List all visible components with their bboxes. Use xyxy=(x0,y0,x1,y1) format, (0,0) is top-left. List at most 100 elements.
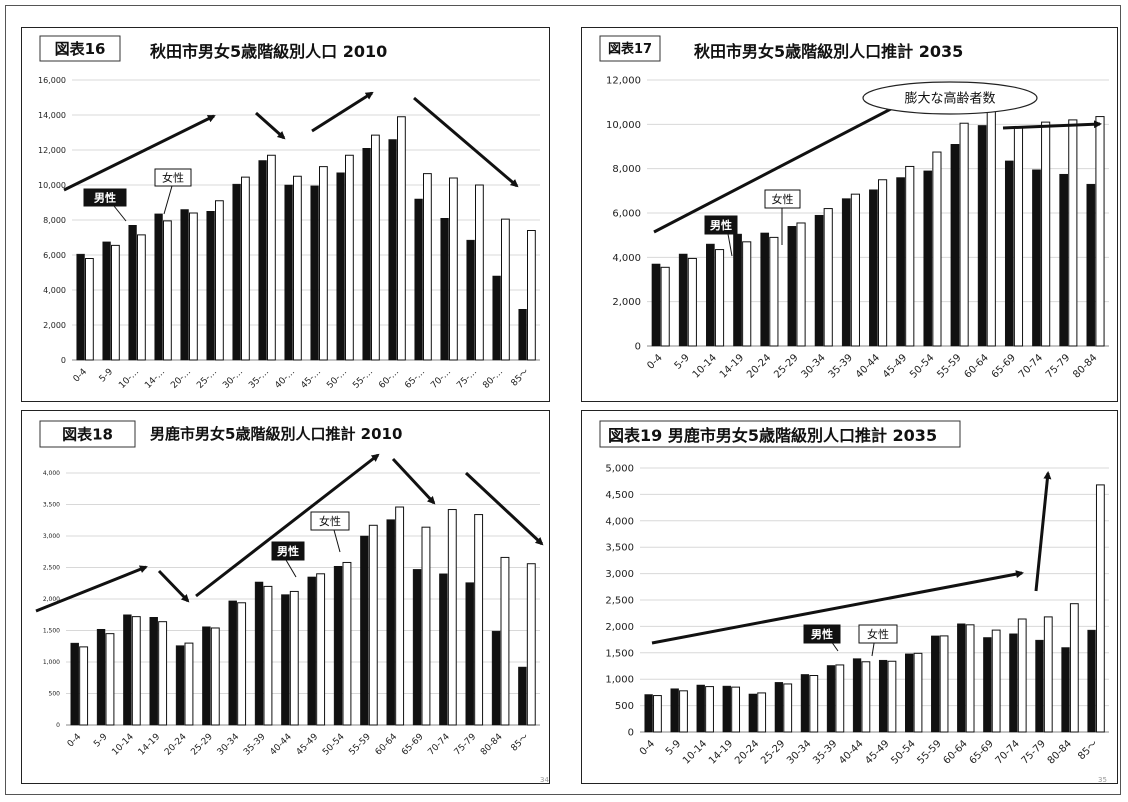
bar-male xyxy=(905,653,914,733)
x-tick-label: 75-79 xyxy=(1044,352,1072,380)
bar-male xyxy=(149,617,158,726)
bar-male xyxy=(310,185,319,361)
bar-male xyxy=(465,582,474,726)
figure-label-box xyxy=(599,420,961,448)
x-tick-label: 40-44 xyxy=(854,352,882,380)
bar-female xyxy=(184,642,194,726)
bar-male xyxy=(651,263,661,347)
x-tick-label: 50-54 xyxy=(889,738,917,766)
bar-female xyxy=(687,257,697,347)
bar-female xyxy=(85,258,94,361)
y-tick-label: 0 xyxy=(61,356,66,365)
bar-male xyxy=(923,170,933,347)
bar-male xyxy=(440,218,449,361)
x-tick-label: 65-69 xyxy=(400,732,426,758)
bar-male xyxy=(814,214,824,347)
bar-female xyxy=(289,590,299,726)
y-tick-label: 1,500 xyxy=(43,628,60,635)
bar-female xyxy=(421,526,431,726)
figure-label-box xyxy=(599,35,661,62)
bar-female xyxy=(742,241,752,347)
y-tick-label: 2,500 xyxy=(605,596,634,607)
bar-male xyxy=(202,626,211,726)
y-tick-label: 1,500 xyxy=(605,648,634,659)
bar-female xyxy=(986,100,996,347)
x-tick-label: 40-44 xyxy=(837,738,865,766)
bar-male xyxy=(983,637,992,733)
bar-female xyxy=(263,585,273,726)
x-tick-label: 60-64 xyxy=(941,738,969,766)
bar-female xyxy=(319,166,328,361)
bar-female xyxy=(215,200,224,361)
legend-female-label: 女性 xyxy=(867,627,889,641)
x-tick-label: 50-54 xyxy=(321,732,347,758)
trend-arrow xyxy=(63,114,216,192)
bar-female xyxy=(1068,119,1078,347)
bar-female xyxy=(79,646,89,726)
x-tick-label: 75-79 xyxy=(1020,738,1048,766)
x-tick-label: 20-24 xyxy=(733,738,761,766)
x-tick-label: 14-… xyxy=(143,367,167,391)
bar-male xyxy=(70,642,79,726)
legend-female-box xyxy=(764,189,801,209)
legend-female-box xyxy=(310,511,350,531)
annotation-text: 膨大な高齢者数 xyxy=(904,91,995,107)
bar-male xyxy=(175,645,185,726)
callout-leader xyxy=(333,529,341,553)
x-tick-label: 65-69 xyxy=(990,352,1018,380)
bar-female xyxy=(342,561,352,726)
y-tick-label: 3,000 xyxy=(605,569,634,580)
x-tick-label: 80-84 xyxy=(1071,352,1099,380)
trend-arrow xyxy=(653,96,914,234)
x-tick-label: 0-4 xyxy=(645,352,664,371)
chart-svg-1: 図表16 秋田市男女5歳階級別人口 2010 0 2,000 4,000 6,000 8,0… xyxy=(38,35,540,391)
x-tick-label: 40-… xyxy=(273,367,297,391)
x-tick-label: 20-… xyxy=(169,367,193,391)
bar-male xyxy=(154,213,163,361)
y-tick-label: 3,500 xyxy=(605,543,634,554)
bar-male xyxy=(706,243,715,347)
bar-male xyxy=(950,144,960,347)
x-tick-label: 25-… xyxy=(195,367,219,391)
x-tick-label: 35-39 xyxy=(811,738,839,766)
figure-label: 図表16 xyxy=(55,40,106,58)
y-tick-label: 0 xyxy=(628,728,634,739)
x-tick-label: 85～ xyxy=(509,732,531,754)
bar-male xyxy=(414,198,423,361)
trend-arrow xyxy=(464,471,544,546)
bar-male xyxy=(1035,639,1044,733)
y-tick-label: 3,000 xyxy=(43,533,60,540)
y-tick-label: 12,000 xyxy=(38,146,66,155)
x-tick-label: 20-24 xyxy=(745,352,773,380)
bar-female xyxy=(757,692,767,733)
legend-male-box xyxy=(803,624,841,644)
bar-female xyxy=(105,633,115,726)
x-tick-label: 35-… xyxy=(247,367,271,391)
x-tick-label: 20-24 xyxy=(163,732,189,758)
bar-male xyxy=(388,139,397,361)
bar-male xyxy=(180,209,189,361)
bar-male xyxy=(123,614,132,726)
bar-female xyxy=(527,230,536,361)
trend-arrow xyxy=(311,91,374,133)
bar-female xyxy=(423,173,432,361)
x-tick-label: 70-… xyxy=(429,367,453,391)
bar-male xyxy=(1009,633,1018,733)
bar-female xyxy=(1095,484,1105,733)
page-number-left: 34 xyxy=(540,776,549,784)
y-tick-label: 4,000 xyxy=(43,470,60,477)
bar-male xyxy=(722,685,731,733)
bar-male xyxy=(841,198,851,347)
bar-female xyxy=(959,122,969,347)
x-tick-label: 60-64 xyxy=(962,352,990,380)
bar-male xyxy=(466,239,475,361)
x-tick-label: 55-59 xyxy=(347,732,373,758)
callout-leader xyxy=(113,205,127,222)
x-tick-label: 30-34 xyxy=(799,352,827,380)
bar-male xyxy=(518,309,527,361)
bar-male xyxy=(491,630,501,726)
bar-male xyxy=(977,125,987,347)
bar-female xyxy=(131,616,141,726)
bar-female xyxy=(189,212,198,361)
callout-leader xyxy=(163,185,173,215)
